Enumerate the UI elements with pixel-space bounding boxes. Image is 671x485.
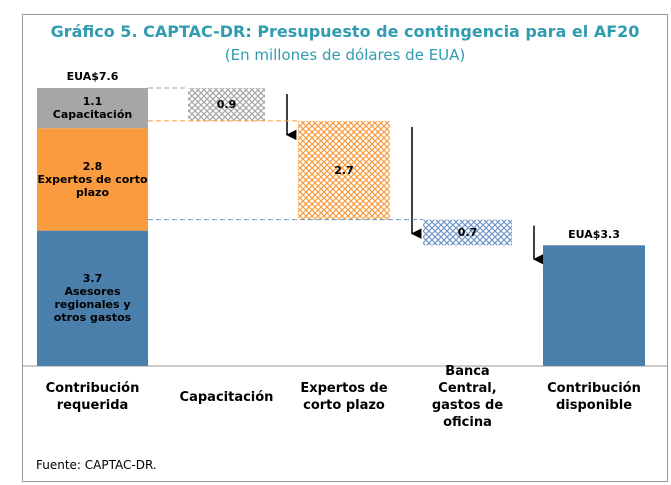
decrement-value: 2.7 (334, 163, 354, 177)
x-tick-label: Banca Central, gastos de oficina (398, 364, 538, 430)
stack-segment (37, 88, 148, 129)
segment-label: 1.1 Capacitación (37, 88, 148, 128)
decrement-value: 0.7 (457, 225, 478, 239)
stack-segment (37, 128, 148, 231)
x-tick-label: Capacitación (157, 374, 297, 420)
chart-title: Gráfico 5. CAPTAC-DR: Presupuesto de con… (50, 22, 640, 41)
x-tick-label: Expertos de corto plazo (274, 374, 414, 420)
decrement-bar (298, 120, 390, 220)
x-tick-label: Contribución requerida (23, 374, 163, 420)
decrement-bar (423, 219, 512, 246)
end-bar (543, 245, 645, 366)
stack-segment (37, 230, 148, 366)
end-label: EUA$3.3 (543, 226, 645, 242)
segment-value: 1.1 (82, 95, 103, 109)
total-label-text: EUA$7.6 (66, 69, 119, 83)
segment-value: 3.7 (82, 272, 103, 286)
total-label: EUA$7.6 (37, 68, 148, 84)
segment-name: Expertos de corto plazo (37, 172, 148, 199)
decrement-label: 0.7 (423, 220, 512, 246)
end-label-text: EUA$3.3 (568, 227, 620, 241)
segment-name: Asesores regionales y otros gastos (53, 285, 132, 325)
segment-label: 2.8 Expertos de corto plazo (37, 128, 148, 230)
decrement-bar (188, 88, 265, 121)
decrement-value: 0.9 (216, 97, 237, 111)
segment-name: Capacitación (52, 108, 133, 122)
frame (22, 14, 668, 482)
decrement-label: 2.7 (298, 121, 390, 220)
x-tick-text: Capacitación (179, 389, 274, 405)
source-note: Fuente: CAPTAC-DR. (36, 458, 157, 472)
x-tick-text: Contribución disponible (547, 381, 641, 413)
segment-value: 2.8 (82, 159, 103, 173)
chart-subtitle: (En millones de dólares de EUA) (224, 46, 466, 64)
segment-label: 3.7 Asesores regionales y otros gastos (37, 231, 148, 366)
x-tick-text: Contribución requerida (45, 381, 140, 413)
x-tick-label: Contribución disponible (524, 374, 664, 420)
x-tick-text: Banca Central, gastos de oficina (431, 364, 504, 430)
decrement-label: 0.9 (188, 88, 265, 121)
x-tick-text: Expertos de corto plazo (300, 381, 388, 413)
